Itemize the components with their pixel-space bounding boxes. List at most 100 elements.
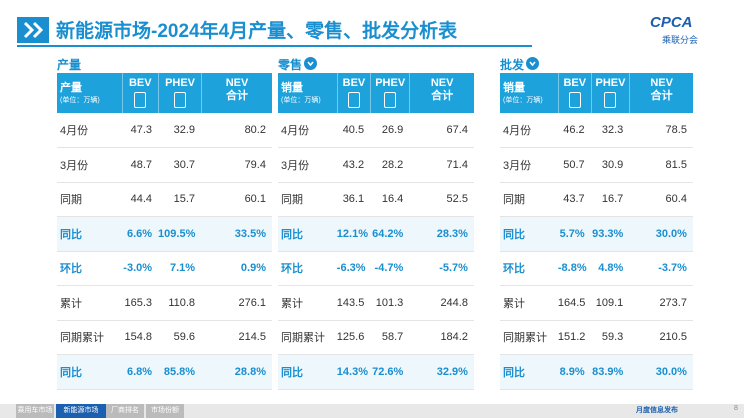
value-cell: 4.8% xyxy=(598,262,624,274)
row-label: 同比 xyxy=(60,366,82,379)
value-cell: 58.7 xyxy=(381,331,404,343)
column-header: BEV xyxy=(557,73,591,113)
value-cell: 244.8 xyxy=(440,296,468,309)
footer-tab: 厂商排名 xyxy=(106,404,144,418)
table-row: 同期 44.4 15.7 60.1 xyxy=(57,182,272,217)
table-row: 同比 5.7% 93.3% 30.0% xyxy=(500,216,693,252)
table-row: 环比 -8.8% 4.8% -3.7% xyxy=(500,251,693,286)
value-cell: 32.9 xyxy=(173,124,196,136)
row-label: 环比 xyxy=(503,263,525,275)
row-label: 同比 xyxy=(503,366,525,379)
table-row: 环比 -3.0% 7.1% 0.9% xyxy=(57,251,272,286)
value-cell: 46.2 xyxy=(563,124,585,136)
unit-label: (单位：万辆) xyxy=(503,97,543,104)
table-row: 同比 14.3% 72.6% 32.9% xyxy=(278,354,474,390)
value-cell: 33.5% xyxy=(234,227,266,240)
value-cell: 15.7 xyxy=(173,193,196,205)
value-cell: -5.7% xyxy=(439,262,468,274)
table-row: 3月份 48.7 30.7 79.4 xyxy=(57,148,272,183)
value-cell: 125.6 xyxy=(336,331,365,343)
table-row: 同比 6.6% 109.5% 33.5% xyxy=(57,216,272,252)
column-icon xyxy=(384,92,397,108)
row-label: 4月份 xyxy=(60,125,89,137)
row-label: 4月份 xyxy=(503,125,532,137)
table-row: 3月份 50.7 30.9 81.5 xyxy=(500,148,693,183)
value-cell: 36.1 xyxy=(342,193,365,205)
footer-tab: 新能源市场 xyxy=(56,404,106,418)
value-cell: 12.1% xyxy=(336,227,368,240)
value-cell: 154.8 xyxy=(124,331,153,343)
row-label: 同比 xyxy=(281,366,303,379)
down-icon xyxy=(304,57,317,70)
row-label: 累计 xyxy=(60,297,82,310)
table-header: 产量 (单位：万辆) BEV PHEV NEV 合计 xyxy=(57,73,272,113)
row-label: 4月份 xyxy=(281,125,310,137)
column-title: PHEV xyxy=(165,77,196,89)
row-label: 同期累计 xyxy=(281,332,325,344)
value-cell: 59.3 xyxy=(601,331,624,343)
value-cell: 109.1 xyxy=(595,296,624,309)
value-cell: 52.5 xyxy=(446,193,468,205)
value-cell: 28.3% xyxy=(436,227,468,240)
row-label: 3月份 xyxy=(281,159,310,172)
table-row: 4月份 40.5 26.9 67.4 xyxy=(278,113,474,148)
column-title: 合计 xyxy=(650,90,673,102)
value-cell: -6.3% xyxy=(336,262,366,274)
value-cell: 60.1 xyxy=(244,193,266,205)
value-cell: 93.3% xyxy=(592,227,624,240)
row-label: 同比 xyxy=(281,228,303,241)
value-cell: 60.4 xyxy=(665,193,687,205)
value-cell: 80.2 xyxy=(244,124,266,136)
corner-label: 销量 xyxy=(503,82,525,94)
column-header: BEV xyxy=(336,73,370,113)
row-label: 同期 xyxy=(60,194,82,206)
footer-tab: 市场份额 xyxy=(146,404,184,418)
value-cell: 14.3% xyxy=(336,365,368,378)
value-cell: 30.0% xyxy=(655,227,687,240)
value-cell: 47.3 xyxy=(130,124,153,136)
corner-cell: 销量 (单位：万辆) xyxy=(500,73,558,113)
corner-label: 销量 xyxy=(281,82,303,94)
row-label: 同期 xyxy=(281,194,303,206)
table-row: 3月份 43.2 28.2 71.4 xyxy=(278,148,474,183)
table-row: 同期 36.1 16.4 52.5 xyxy=(278,182,474,217)
title-rule xyxy=(17,45,532,47)
table-row: 累计 165.3 110.8 276.1 xyxy=(57,286,272,321)
section-label: 批发 xyxy=(500,58,525,72)
column-header: PHEV xyxy=(590,73,630,113)
row-label: 同期 xyxy=(503,194,525,206)
column-icon xyxy=(568,92,581,108)
value-cell: 110.8 xyxy=(168,296,196,309)
value-cell: 81.5 xyxy=(665,158,687,171)
column-title: PHEV xyxy=(595,77,626,89)
column-header: BEV xyxy=(121,73,159,113)
title: 新能源市场-2024年4月产量、零售、批发分析表 xyxy=(56,21,458,42)
value-cell: 28.2 xyxy=(381,158,404,171)
value-cell: 210.5 xyxy=(659,331,687,343)
row-label: 累计 xyxy=(281,297,303,310)
row-label: 同比 xyxy=(503,228,525,241)
unit-label: (单位：万辆) xyxy=(281,97,321,104)
column-header: PHEV xyxy=(370,73,409,113)
table-row: 累计 164.5 109.1 273.7 xyxy=(500,286,693,321)
value-cell: 5.7% xyxy=(559,227,585,240)
value-cell: -8.8% xyxy=(557,262,587,274)
value-cell: 32.3 xyxy=(601,124,624,136)
row-label: 同期累计 xyxy=(60,332,104,344)
table-row: 同期累计 151.2 59.3 210.5 xyxy=(500,320,693,355)
table-row: 同期 43.7 16.7 60.4 xyxy=(500,182,693,217)
value-cell: 85.8% xyxy=(163,365,196,378)
table-row: 4月份 47.3 32.9 80.2 xyxy=(57,113,272,148)
column-header: NEV 合计 xyxy=(409,73,474,113)
value-cell: -3.7% xyxy=(658,262,687,274)
title-icon xyxy=(17,17,49,43)
value-cell: 32.9% xyxy=(436,365,468,378)
unit-label: (单位：万辆) xyxy=(60,97,100,104)
section-label: 产量 xyxy=(57,58,82,72)
table-row: 同比 12.1% 64.2% 28.3% xyxy=(278,216,474,252)
down-icon xyxy=(526,57,539,70)
corner-label: 产量 xyxy=(60,82,82,94)
value-cell: 214.5 xyxy=(238,331,266,343)
row-label: 环比 xyxy=(60,263,82,275)
value-cell: 43.2 xyxy=(342,158,365,171)
